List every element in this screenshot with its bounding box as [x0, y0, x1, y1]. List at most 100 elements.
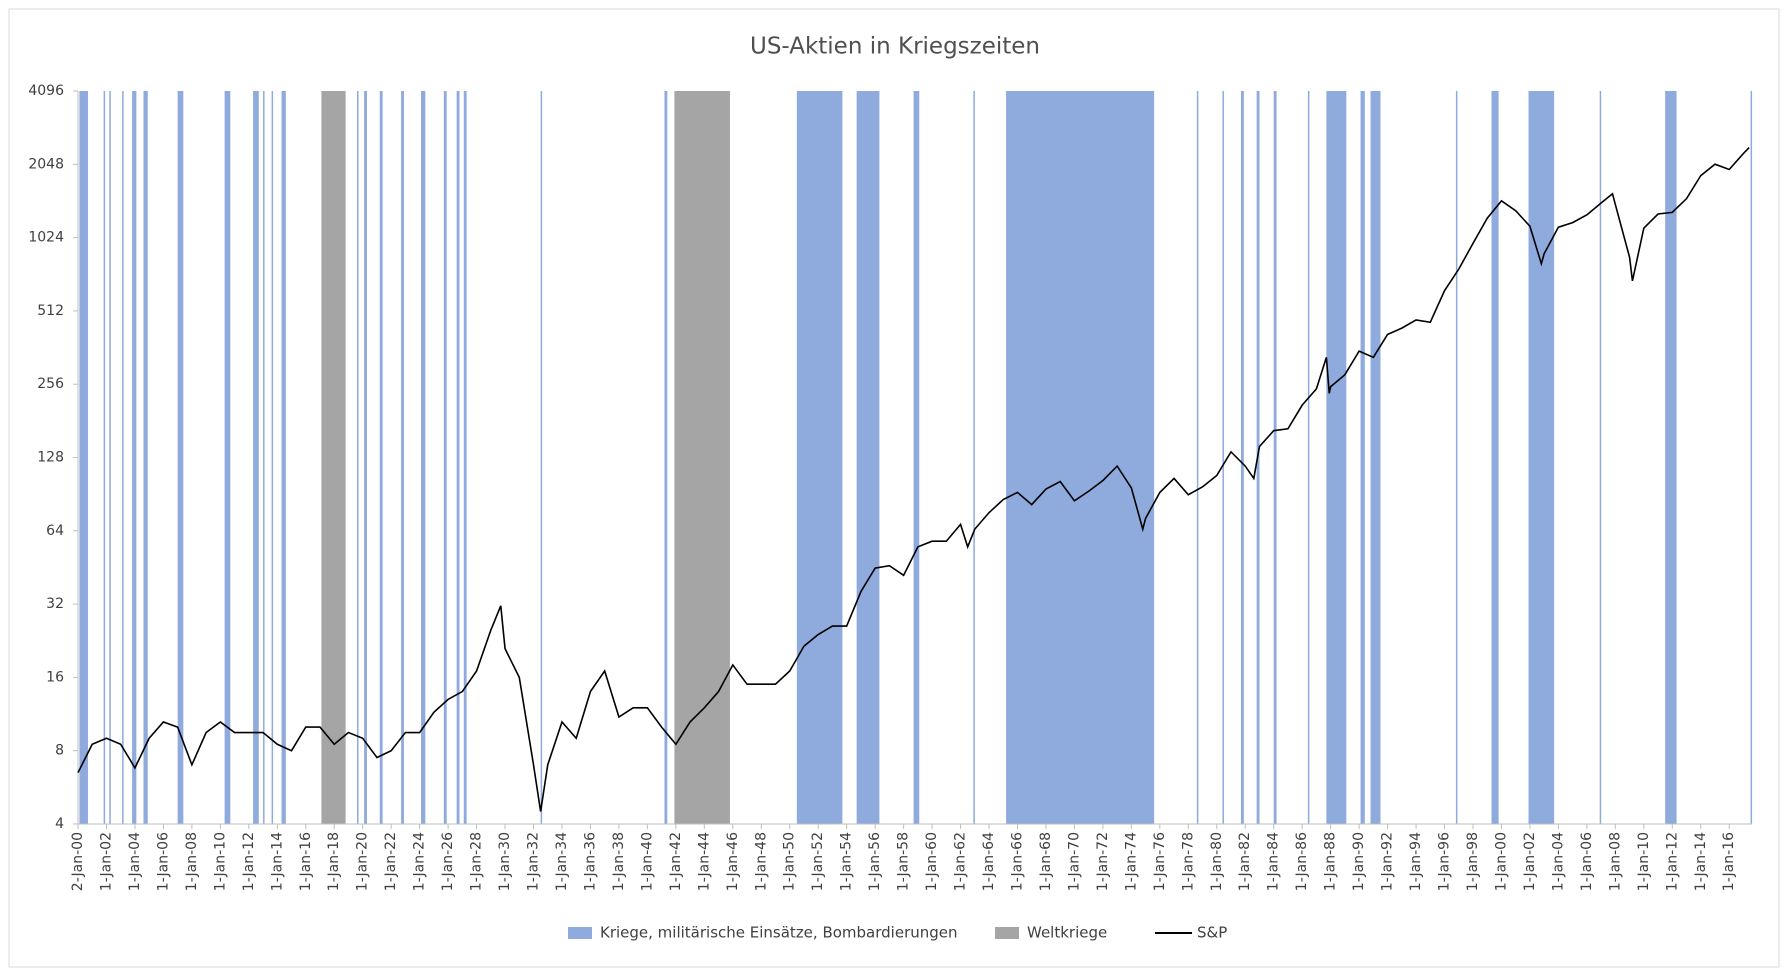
x-tick-label: 1-Jan-10	[1636, 832, 1652, 891]
x-tick-label: 1-Jan-14	[269, 832, 285, 891]
war-band	[1370, 91, 1381, 824]
x-tick-label: 1-Jan-98	[1465, 832, 1481, 891]
war-band	[357, 91, 359, 824]
war-band	[463, 91, 467, 824]
legend-label: Kriege, militärische Einsätze, Bombardie…	[600, 924, 958, 942]
sp-line	[77, 146, 1750, 812]
x-tick-label: 1-Jan-82	[1237, 832, 1253, 891]
y-tick-label: 512	[37, 303, 64, 319]
war-band	[540, 91, 543, 824]
war-band	[122, 91, 124, 824]
war-band	[271, 91, 274, 824]
x-tick-label: 1-Jan-84	[1266, 832, 1282, 891]
legend-swatch	[568, 927, 592, 939]
chart-title: US-Aktien in Kriegszeiten	[750, 34, 1040, 60]
x-tick-label: 1-Jan-80	[1209, 832, 1225, 891]
x-tick-label: 1-Jan-08	[184, 832, 200, 891]
legend-label: Weltkriege	[1027, 924, 1107, 942]
war-band	[456, 91, 460, 824]
war-band	[177, 91, 184, 824]
war-band	[1491, 91, 1499, 824]
x-tick-label: 1-Jan-16	[1721, 832, 1737, 891]
war-band	[379, 91, 383, 824]
x-tick-label: 1-Jan-12	[241, 832, 257, 891]
x-tick-label: 1-Jan-32	[526, 832, 542, 891]
war-band	[1360, 91, 1365, 824]
x-tick-label: 1-Jan-10	[212, 832, 228, 891]
x-tick-label: 2-Jan-00	[70, 832, 86, 891]
x-tick-label: 1-Jan-02	[1522, 832, 1538, 891]
x-tick-label: 1-Jan-92	[1380, 832, 1396, 891]
x-tick-label: 1-Jan-36	[582, 832, 598, 891]
y-tick-label: 16	[46, 669, 64, 685]
war-band	[1006, 91, 1155, 824]
x-tick-label: 1-Jan-70	[1066, 832, 1082, 891]
war-band	[1273, 91, 1277, 824]
x-tick-label: 1-Jan-74	[1123, 832, 1139, 891]
war-band	[973, 91, 975, 824]
x-tick-label: 1-Jan-40	[639, 832, 655, 891]
war-band	[856, 91, 880, 824]
war-band	[132, 91, 137, 824]
legend-label: S&P	[1197, 924, 1227, 942]
x-tick-label: 1-Jan-54	[839, 832, 855, 891]
x-tick-label: 1-Jan-68	[1038, 832, 1054, 891]
war-band	[109, 91, 111, 824]
x-tick-label: 1-Jan-72	[1095, 832, 1111, 891]
war-band	[1222, 91, 1224, 824]
x-tick-label: 1-Jan-52	[810, 832, 826, 891]
legend-swatch	[995, 927, 1019, 939]
war-band	[143, 91, 148, 824]
war-band	[796, 91, 843, 824]
war-band	[1196, 91, 1199, 824]
x-tick-label: 1-Jan-28	[469, 832, 485, 891]
x-tick-label: 1-Jan-42	[668, 832, 684, 891]
war-band	[364, 91, 367, 824]
x-tick-label: 1-Jan-26	[440, 832, 456, 891]
x-tick-label: 1-Jan-20	[355, 832, 371, 891]
war-band	[1599, 91, 1602, 824]
x-tick-label: 1-Jan-06	[1579, 832, 1595, 891]
war-band	[1240, 91, 1244, 824]
war-band	[913, 91, 920, 824]
x-tick-label: 1-Jan-14	[1693, 832, 1709, 891]
x-tick-label: 1-Jan-08	[1607, 832, 1623, 891]
y-tick-label: 32	[46, 596, 64, 612]
war-band	[1307, 91, 1310, 824]
x-tick-label: 1-Jan-96	[1437, 832, 1453, 891]
y-tick-label: 4	[55, 816, 64, 832]
x-tick-label: 1-Jan-48	[753, 832, 769, 891]
x-tick-label: 1-Jan-18	[326, 832, 342, 891]
war-band	[103, 91, 106, 824]
y-tick-label: 256	[37, 376, 64, 392]
x-tick-label: 1-Jan-50	[782, 832, 798, 891]
x-tick-label: 1-Jan-90	[1351, 832, 1367, 891]
x-tick-label: 1-Jan-38	[611, 832, 627, 891]
war-band	[443, 91, 447, 824]
war-band	[401, 91, 404, 824]
war-band	[664, 91, 668, 824]
y-tick-label: 1024	[28, 230, 64, 246]
x-tick-label: 1-Jan-78	[1180, 832, 1196, 891]
x-tick-label: 1-Jan-88	[1323, 832, 1339, 891]
war-band	[1455, 91, 1458, 824]
x-tick-label: 1-Jan-64	[981, 832, 997, 891]
x-tick-label: 1-Jan-34	[554, 832, 570, 891]
war-band	[79, 91, 88, 824]
war-band	[1750, 91, 1753, 824]
x-tick-label: 1-Jan-16	[298, 832, 314, 891]
x-tick-label: 1-Jan-04	[127, 832, 143, 891]
x-tick-label: 1-Jan-58	[896, 832, 912, 891]
chart-border	[8, 8, 1780, 968]
x-tick-label: 1-Jan-04	[1550, 832, 1566, 891]
x-tick-label: 1-Jan-66	[1009, 832, 1025, 891]
x-tick-label: 1-Jan-46	[725, 832, 741, 891]
x-tick-label: 1-Jan-30	[497, 832, 513, 891]
y-tick-label: 8	[55, 743, 64, 759]
x-tick-label: 1-Jan-94	[1408, 832, 1424, 891]
war-band	[253, 91, 259, 824]
x-tick-label: 1-Jan-76	[1152, 832, 1168, 891]
war-band	[1665, 91, 1677, 824]
war-band	[674, 91, 730, 824]
